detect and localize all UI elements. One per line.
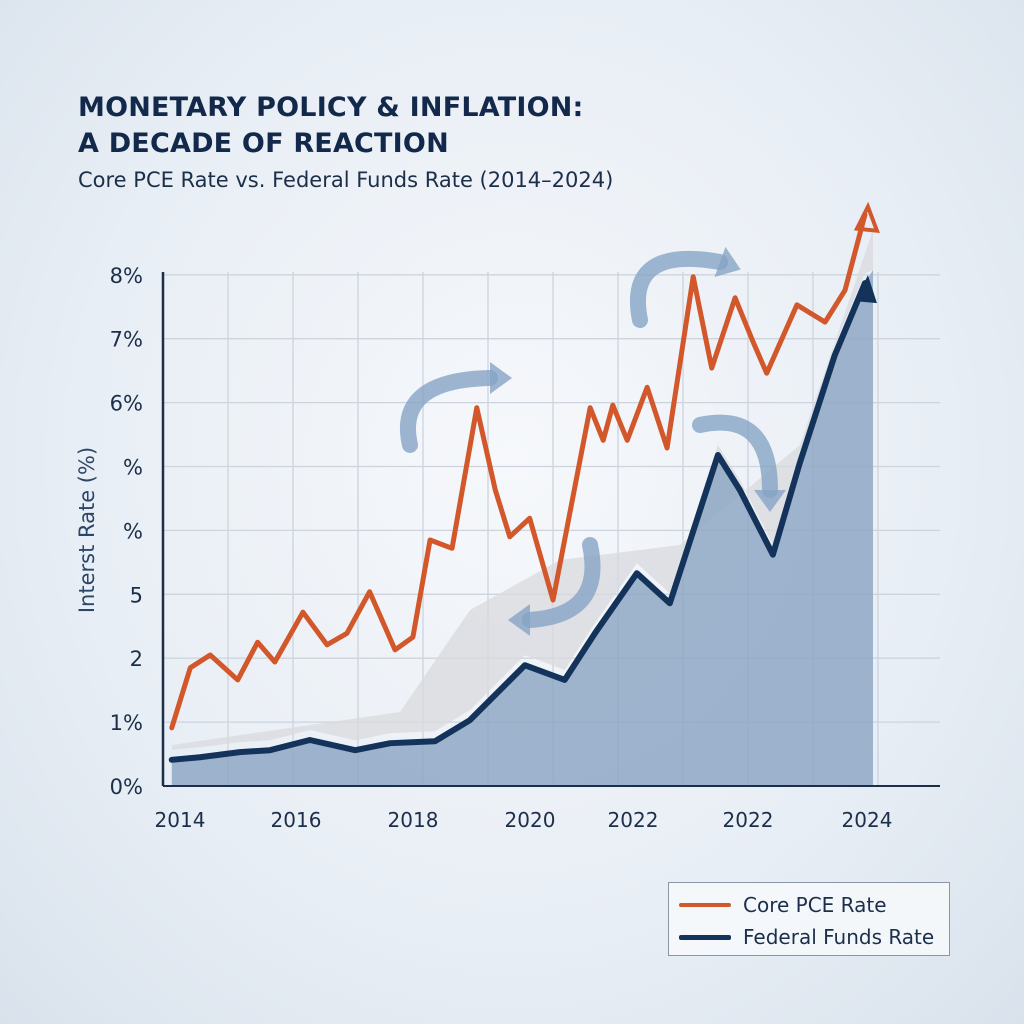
legend: Core PCE Rate Federal Funds Rate <box>668 882 950 956</box>
y-axis-label: Interst Rate (%) <box>75 447 99 613</box>
fed-funds-area <box>171 270 874 786</box>
x-tick-label: 2022 <box>608 808 659 832</box>
legend-swatch <box>679 903 731 907</box>
curved-arrow-head-icon <box>508 604 530 636</box>
y-tick-label: 8% <box>110 264 143 288</box>
axes <box>161 272 940 787</box>
core-pce-line <box>169 212 868 731</box>
curved-arrow-icon <box>400 370 498 453</box>
series-lines <box>168 201 880 763</box>
chart-title: MONETARY POLICY & INFLATION: A DECADE OF… <box>78 90 584 162</box>
fed-funds-line <box>168 280 868 763</box>
y-tick-label: % <box>123 456 143 480</box>
x-tick-label: 2024 <box>842 808 893 832</box>
y-tick-label: 6% <box>110 392 143 416</box>
x-tick-label: 2018 <box>388 808 439 832</box>
fed-funds-arrowhead-icon <box>854 275 877 304</box>
x-tick-label: 2016 <box>271 808 322 832</box>
bands <box>171 230 874 786</box>
y-tick-labels: 0% 1% 2 5%% 6% 7% 8% <box>110 264 143 799</box>
curved-arrow-head-icon <box>754 490 786 512</box>
curved-arrow-icon <box>629 250 728 328</box>
y-tick-label: % <box>123 519 143 543</box>
y-tick-label: 5 <box>130 583 143 607</box>
y-tick-label: 0% <box>110 775 143 799</box>
x-tick-labels: 2014 2016 2018 2020 2022 2022 2024 <box>155 808 893 832</box>
title-line-2: A DECADE OF REACTION <box>78 128 449 159</box>
legend-label: Federal Funds Rate <box>743 925 935 949</box>
title-line-1: MONETARY POLICY & INFLATION: <box>78 92 584 123</box>
x-tick-label: 2014 <box>155 808 206 832</box>
legend-label: Core PCE Rate <box>743 893 887 917</box>
legend-swatch <box>679 934 731 940</box>
x-tick-label: 2022 <box>723 808 774 832</box>
chart-subtitle: Core PCE Rate vs. Federal Funds Rate (20… <box>78 168 614 192</box>
x-tick-label: 2020 <box>505 808 556 832</box>
core-pce-arrowhead-icon <box>853 201 880 234</box>
curved-arrow-head-icon <box>490 362 512 394</box>
y-tick-label: 7% <box>110 328 143 352</box>
legend-item-fed-funds: Federal Funds Rate <box>679 925 934 949</box>
legend-item-core-pce: Core PCE Rate <box>679 893 887 917</box>
curved-arrow-icon <box>692 414 778 498</box>
y-tick-label: 1% <box>110 711 143 735</box>
annotation-arrows <box>400 246 786 636</box>
curved-arrow-head-icon <box>714 246 741 278</box>
y-tick-label: 2 <box>130 647 143 671</box>
curved-arrow-icon <box>522 537 601 628</box>
